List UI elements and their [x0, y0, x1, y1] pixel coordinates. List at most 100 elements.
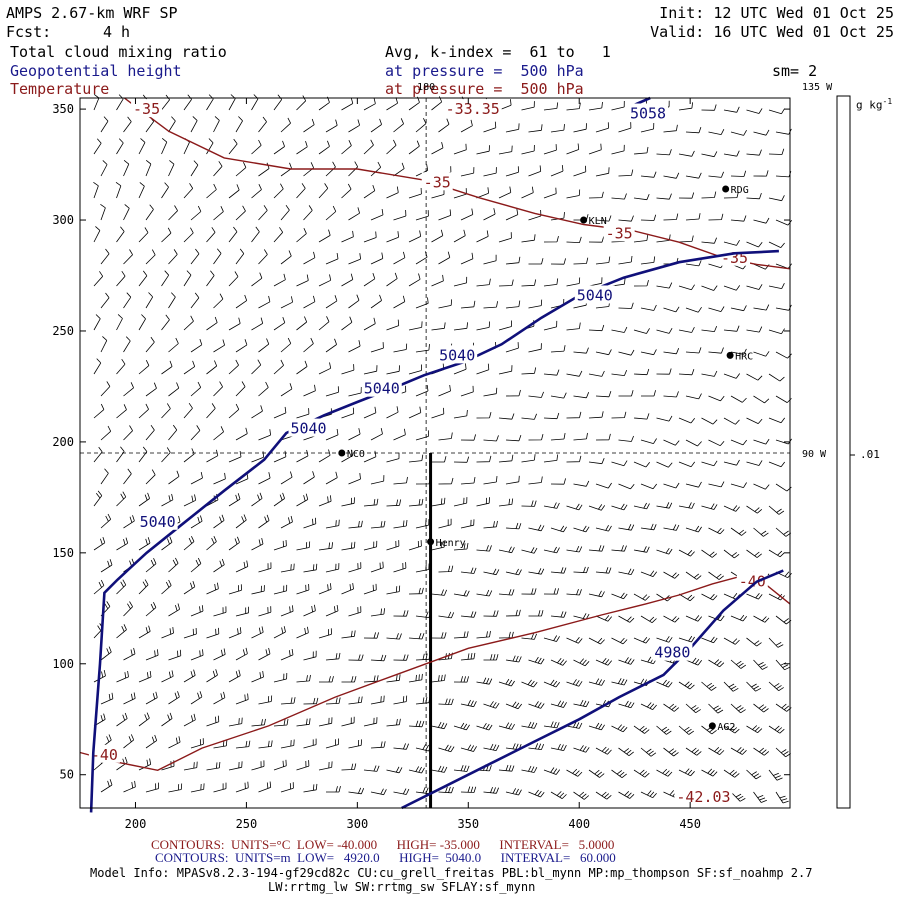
wind-barb [183, 94, 192, 111]
wind-barb [753, 659, 768, 670]
wind-barb [280, 250, 292, 265]
wind-barb [573, 480, 590, 487]
wind-barb [386, 633, 402, 640]
wind-barb [408, 498, 424, 507]
wind-barb [701, 503, 718, 510]
wind-barb [618, 700, 635, 709]
wind-barb [190, 691, 203, 705]
wind-barb [460, 699, 477, 708]
station-label: KLN [589, 216, 607, 227]
wind-barb [303, 650, 317, 661]
wind-barb [123, 116, 132, 133]
wind-barb [476, 187, 489, 199]
wind-barb [296, 140, 308, 155]
wind-barb [543, 546, 560, 554]
wind-barb [588, 411, 604, 419]
wind-barb [611, 678, 628, 686]
wind-barb [656, 679, 673, 688]
wind-barb [460, 167, 475, 177]
wind-barb [341, 449, 354, 463]
wind-barb [168, 557, 179, 573]
wind-barb [573, 699, 590, 708]
wind-barb [768, 549, 785, 558]
wind-barb [273, 719, 289, 727]
wind-barb [318, 274, 332, 287]
wind-barb [505, 788, 522, 796]
wind-barb [100, 203, 106, 221]
wind-barb [678, 192, 695, 199]
wind-barb [753, 747, 770, 756]
wind-barb [768, 108, 785, 115]
wind-barb [685, 703, 701, 714]
wind-barb [145, 292, 154, 309]
wind-barb [228, 627, 242, 639]
wind-barb [190, 605, 204, 617]
wind-barb [483, 167, 497, 177]
wind-barb [723, 106, 740, 113]
wind-barb [370, 520, 386, 529]
wind-barb [145, 734, 158, 749]
wind-barb [296, 449, 309, 463]
temperature-label: -40 [739, 573, 766, 591]
station-label: NCO [347, 449, 365, 460]
wind-barb [633, 146, 649, 155]
wind-barb [498, 454, 514, 463]
wind-barb [190, 425, 201, 441]
wind-barb [161, 536, 173, 551]
wind-barb [408, 187, 422, 199]
wind-barb [273, 359, 284, 375]
wind-barb [730, 305, 747, 312]
wind-barb [768, 373, 785, 382]
station-dot [338, 449, 346, 457]
wind-barb [730, 439, 748, 446]
wind-barb [550, 165, 564, 177]
wind-barb [483, 121, 497, 133]
wind-barb [775, 615, 792, 625]
wind-barb [723, 549, 740, 559]
wind-barb [505, 166, 519, 177]
wind-barb [258, 647, 271, 661]
wind-barb [618, 615, 635, 623]
wind-barb [183, 402, 193, 419]
wind-barb [775, 219, 793, 226]
wind-barb [730, 791, 746, 802]
wind-barb [708, 439, 725, 447]
wind-barb [550, 124, 565, 133]
wind-barb [483, 654, 499, 661]
wind-barb [438, 432, 453, 441]
pressure-height: at pressure = 500 hPa [385, 62, 584, 80]
wind-barb [730, 215, 747, 222]
wind-barb [595, 567, 612, 574]
wind-barb [618, 524, 635, 531]
wind-barb [251, 139, 262, 155]
wind-barb [138, 670, 152, 683]
wind-barb [393, 520, 408, 529]
wind-barb [386, 272, 398, 287]
y-tick-label: 350 [52, 102, 74, 116]
wind-barb [341, 583, 354, 595]
wind-barb [206, 316, 218, 331]
wind-barb [206, 627, 220, 639]
wind-barb [303, 517, 317, 529]
wind-barb [273, 450, 287, 463]
y-tick-label: 300 [52, 213, 74, 227]
wind-barb [93, 226, 101, 243]
wind-barb [528, 743, 545, 750]
wind-barb [251, 317, 264, 331]
wind-barb [348, 294, 360, 309]
height-label-bg [288, 418, 329, 437]
wind-barb [161, 493, 174, 507]
wind-barb [460, 567, 477, 574]
wind-barb [701, 725, 717, 735]
wind-barb [611, 193, 627, 200]
wind-barb [640, 438, 657, 444]
wind-barb [363, 632, 379, 639]
wind-barb [228, 450, 242, 463]
wind-barb [370, 788, 387, 796]
wind-barb [505, 123, 520, 133]
wind-barb [595, 433, 611, 441]
wind-barb [775, 395, 792, 403]
wind-barb [235, 248, 245, 265]
wind-barb [573, 745, 590, 753]
wind-barb [543, 679, 561, 688]
